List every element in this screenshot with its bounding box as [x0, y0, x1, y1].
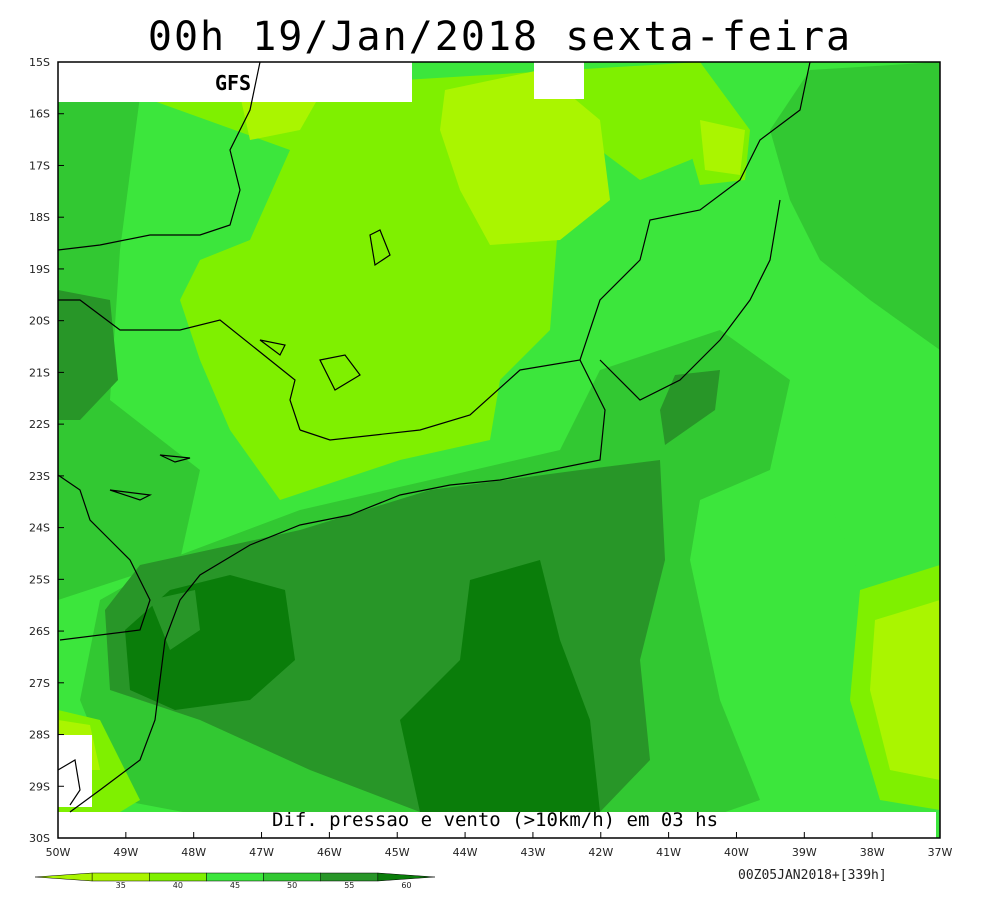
lat-tick-label: 24S: [29, 522, 50, 535]
lat-tick-label: 28S: [29, 729, 50, 742]
coastline-and-borders: [57, 61, 811, 813]
field-50-west: [58, 96, 200, 600]
lat-tick-label: 19S: [29, 263, 50, 276]
field-55-west: [58, 290, 118, 420]
lon-tick-label: 49W: [113, 846, 138, 859]
map-plot-area: [57, 61, 941, 839]
colorbar: 35 40 45 50 55 60: [34, 872, 436, 890]
longitude-axis: 50W 49W 48W 47W 46W 45W 44W 43W 42W 41W 40W 39W 38W 3…: [46, 832, 953, 859]
model-label: GFS: [215, 71, 251, 95]
lon-tick-label: 44W: [453, 846, 478, 859]
colorbar-label: 40: [173, 881, 183, 890]
field-35-east: [870, 600, 940, 780]
lat-tick-label: 27S: [29, 677, 50, 690]
colorbar-label: 35: [116, 881, 126, 890]
lon-tick-label: 40W: [724, 846, 749, 859]
lat-tick-label: 16S: [29, 108, 50, 121]
colorbar-segment: [91, 872, 150, 882]
run-info: 00Z05JAN2018+[339h]: [738, 868, 887, 883]
lat-tick-label: 30S: [29, 832, 50, 845]
lon-tick-label: 42W: [588, 846, 613, 859]
plot-frame: [57, 61, 941, 839]
lon-tick-label: 39W: [792, 846, 817, 859]
caption-box: [58, 812, 936, 838]
colorbar-label: 45: [230, 881, 240, 890]
lat-tick-label: 17S: [29, 159, 50, 172]
field-55-east-small: [660, 370, 720, 445]
lat-tick-label: 21S: [29, 366, 50, 379]
colorbar-segment: [206, 872, 264, 882]
colorbar-label: 60: [401, 881, 411, 890]
lat-tick-label: 20S: [29, 315, 50, 328]
missing-data-patch-sw: [58, 735, 92, 807]
latitude-axis: 15S 16S 17S 18S 19S 20S 21S 22S 23S 24S 25S 26S 27S 2…: [29, 56, 64, 845]
colorbar-segment: [149, 872, 207, 882]
lon-tick-label: 37W: [928, 846, 953, 859]
lat-tick-label: 22S: [29, 418, 50, 431]
field-55-core: [150, 590, 200, 650]
field-60-core-south: [400, 560, 600, 812]
lat-tick-label: 25S: [29, 573, 50, 586]
colorbar-label: 55: [344, 881, 354, 890]
field-35-northeast: [700, 120, 745, 175]
lon-tick-label: 46W: [317, 846, 342, 859]
colorbar-segment: [320, 872, 379, 882]
missing-data-patch: [534, 62, 584, 99]
colorbar-segment: [263, 872, 321, 882]
lon-tick-label: 38W: [860, 846, 885, 859]
lat-tick-label: 29S: [29, 780, 50, 793]
field-50-east: [770, 62, 940, 350]
field-35-north: [440, 70, 610, 245]
lon-tick-label: 50W: [46, 846, 71, 859]
field-35-northwest: [240, 95, 320, 140]
map-title: 00h 19/Jan/2018 sexta-feira: [147, 14, 853, 60]
colorbar-left-arrow: [34, 872, 93, 882]
map-caption: Dif. pressao e vento (>10km/h) em 03 hs: [272, 809, 718, 831]
lon-tick-label: 45W: [385, 846, 410, 859]
lat-tick-label: 15S: [29, 56, 50, 69]
colorbar-label: 50: [287, 881, 297, 890]
lon-tick-label: 41W: [656, 846, 681, 859]
lat-tick-label: 18S: [29, 211, 50, 224]
colorbar-right-arrow: [377, 872, 436, 882]
lon-tick-label: 48W: [181, 846, 206, 859]
lon-tick-label: 43W: [520, 846, 545, 859]
label-box-model: [58, 62, 412, 102]
lat-tick-label: 23S: [29, 470, 50, 483]
lon-tick-label: 47W: [249, 846, 274, 859]
lat-tick-label: 26S: [29, 625, 50, 638]
